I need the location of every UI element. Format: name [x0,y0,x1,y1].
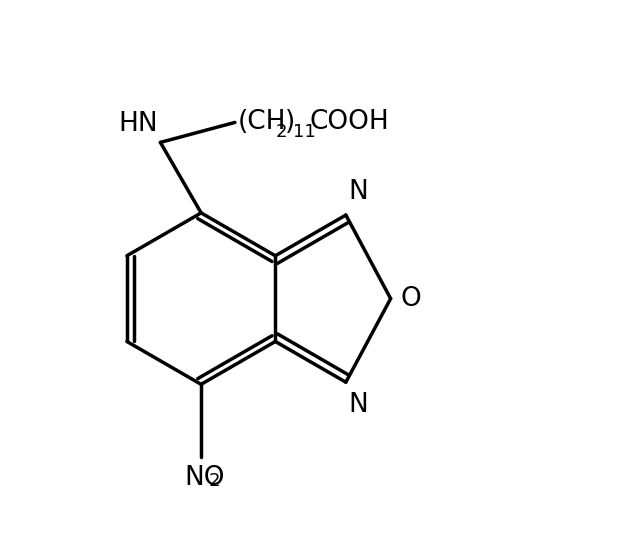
Text: N: N [349,392,369,418]
Text: NO: NO [184,466,225,492]
Text: O: O [401,285,421,312]
Text: 11: 11 [293,123,316,142]
Text: HN: HN [118,111,157,137]
Text: 2: 2 [208,472,220,490]
Text: 2: 2 [275,123,287,142]
Text: COOH: COOH [310,109,389,135]
Text: ): ) [285,109,296,135]
Text: N: N [349,179,369,205]
Text: (CH: (CH [237,109,286,135]
